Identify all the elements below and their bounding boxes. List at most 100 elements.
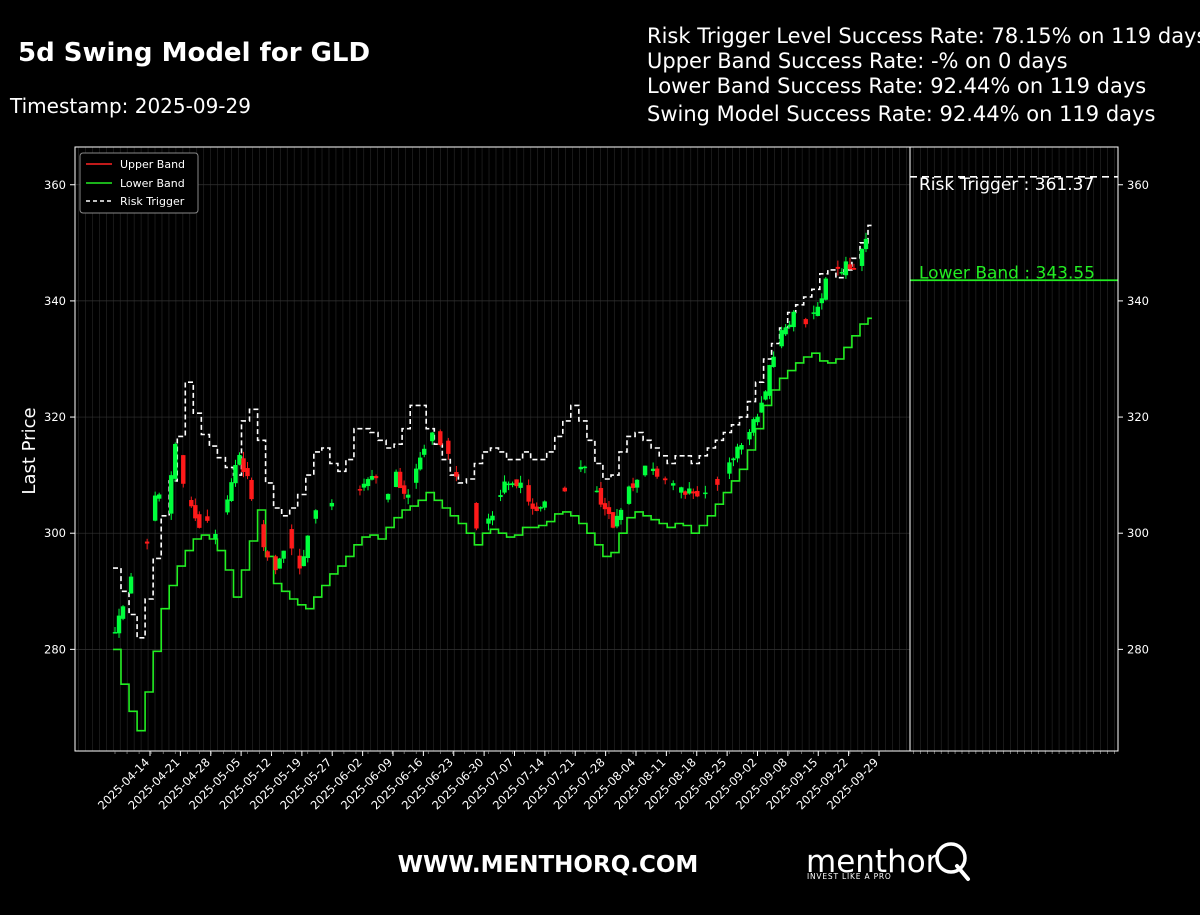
candle-down xyxy=(602,503,608,510)
candle-up xyxy=(859,249,865,266)
candle-down xyxy=(474,503,479,529)
candle-up xyxy=(152,495,158,521)
right-panel-grid xyxy=(913,147,1115,751)
candle-up xyxy=(642,465,648,476)
candle-up xyxy=(430,432,435,442)
candle-up xyxy=(594,490,600,493)
candle-down xyxy=(654,468,660,477)
candle-up xyxy=(731,458,736,461)
candle-down xyxy=(683,491,688,495)
candle-up xyxy=(418,457,423,470)
right-tick-label: 300 xyxy=(1127,526,1149,540)
risk-trigger-line xyxy=(113,224,872,639)
candle-down xyxy=(598,488,604,505)
candle-up xyxy=(618,509,624,520)
candle-down xyxy=(662,478,668,481)
candle-up xyxy=(823,278,829,300)
logo-tagline: INVEST LIKE A PRO xyxy=(807,872,892,881)
candle-down xyxy=(373,476,379,479)
lower-band-series xyxy=(113,317,872,732)
candle-up xyxy=(237,454,242,465)
candle-up xyxy=(413,468,419,483)
candle-up xyxy=(490,515,495,521)
candle-up xyxy=(751,419,756,433)
lower-band-level-label: Lower Band : 343.55 xyxy=(919,263,1095,283)
candle-down xyxy=(534,506,539,511)
candle-up xyxy=(506,483,511,486)
candle-up xyxy=(301,556,306,567)
candle-up xyxy=(502,481,507,493)
stat-upper-band-rate: Upper Band Success Rate: -% on 0 days xyxy=(647,49,1068,73)
candle-up xyxy=(735,446,740,459)
menthorq-logo: menthor INVEST LIKE A PRO xyxy=(806,842,970,881)
candle-up xyxy=(634,479,640,488)
right-tick-label: 280 xyxy=(1127,642,1149,656)
candle-up xyxy=(329,502,335,507)
footer-website[interactable]: WWW.MENTHORQ.COM xyxy=(398,852,699,878)
candle-up xyxy=(614,515,620,527)
candle-up xyxy=(361,483,367,488)
candle-down xyxy=(289,529,294,549)
candle-up xyxy=(679,487,684,493)
right-panel-frame xyxy=(909,146,1119,752)
candle-up xyxy=(116,615,122,634)
candle-down xyxy=(265,551,270,558)
candle-up xyxy=(703,492,708,495)
candle-down xyxy=(245,468,250,477)
candle-up xyxy=(650,468,656,472)
candle-down xyxy=(606,507,612,515)
candle-up xyxy=(277,558,282,569)
candle-up xyxy=(313,510,318,519)
stat-lower-band-rate: Lower Band Success Rate: 92.44% on 119 d… xyxy=(647,74,1146,98)
right-tick-label: 340 xyxy=(1127,294,1149,308)
candle-down xyxy=(446,440,451,454)
candle-up xyxy=(369,475,375,480)
candle-down xyxy=(526,485,531,502)
candle-up xyxy=(538,507,543,509)
candle-up xyxy=(787,324,792,328)
candle-down xyxy=(297,555,302,569)
candle-up xyxy=(225,499,230,513)
candle-up xyxy=(739,445,744,450)
candle-up xyxy=(393,471,399,488)
candle-up xyxy=(422,448,427,455)
left-tick-label: 340 xyxy=(44,294,66,308)
candle-up xyxy=(755,416,760,423)
candle-down xyxy=(261,524,266,548)
candle-down xyxy=(803,319,808,325)
logo-wordmark: menthor xyxy=(806,844,939,880)
candle-up xyxy=(542,501,547,508)
legend: Upper Band Lower Band Risk Trigger xyxy=(79,152,199,214)
candle-up xyxy=(843,261,849,276)
stat-swing-model-rate: Swing Model Success Rate: 92.44% on 119 … xyxy=(647,102,1155,126)
candle-down xyxy=(530,503,535,509)
candle-down xyxy=(514,479,519,487)
stat-risk-trigger-rate: Risk Trigger Level Success Rate: 78.15% … xyxy=(647,24,1200,48)
candle-up xyxy=(365,479,371,487)
candle-down xyxy=(273,556,278,571)
candle-up xyxy=(305,535,310,559)
candle-up xyxy=(578,466,584,470)
candle-up xyxy=(233,464,238,484)
candle-up xyxy=(767,365,772,396)
logo-q-tail xyxy=(955,864,970,881)
candle-up xyxy=(626,486,632,504)
candle-down xyxy=(454,472,459,477)
candle-down xyxy=(438,431,443,445)
candle-up xyxy=(819,298,825,304)
candle-up xyxy=(779,330,784,347)
candle-up xyxy=(839,271,845,274)
candle-down xyxy=(562,487,567,492)
candle-down xyxy=(610,512,616,528)
candle-down xyxy=(691,491,696,494)
candle-down xyxy=(241,458,246,472)
candle-up xyxy=(120,606,126,619)
chart-title: 5d Swing Model for GLD xyxy=(18,38,370,68)
candles xyxy=(112,232,869,638)
candle-up xyxy=(687,488,692,494)
left-tick-label: 300 xyxy=(44,526,66,540)
left-y-ticks: 280 300 320 340 360 xyxy=(44,178,75,656)
candle-up xyxy=(783,327,788,335)
